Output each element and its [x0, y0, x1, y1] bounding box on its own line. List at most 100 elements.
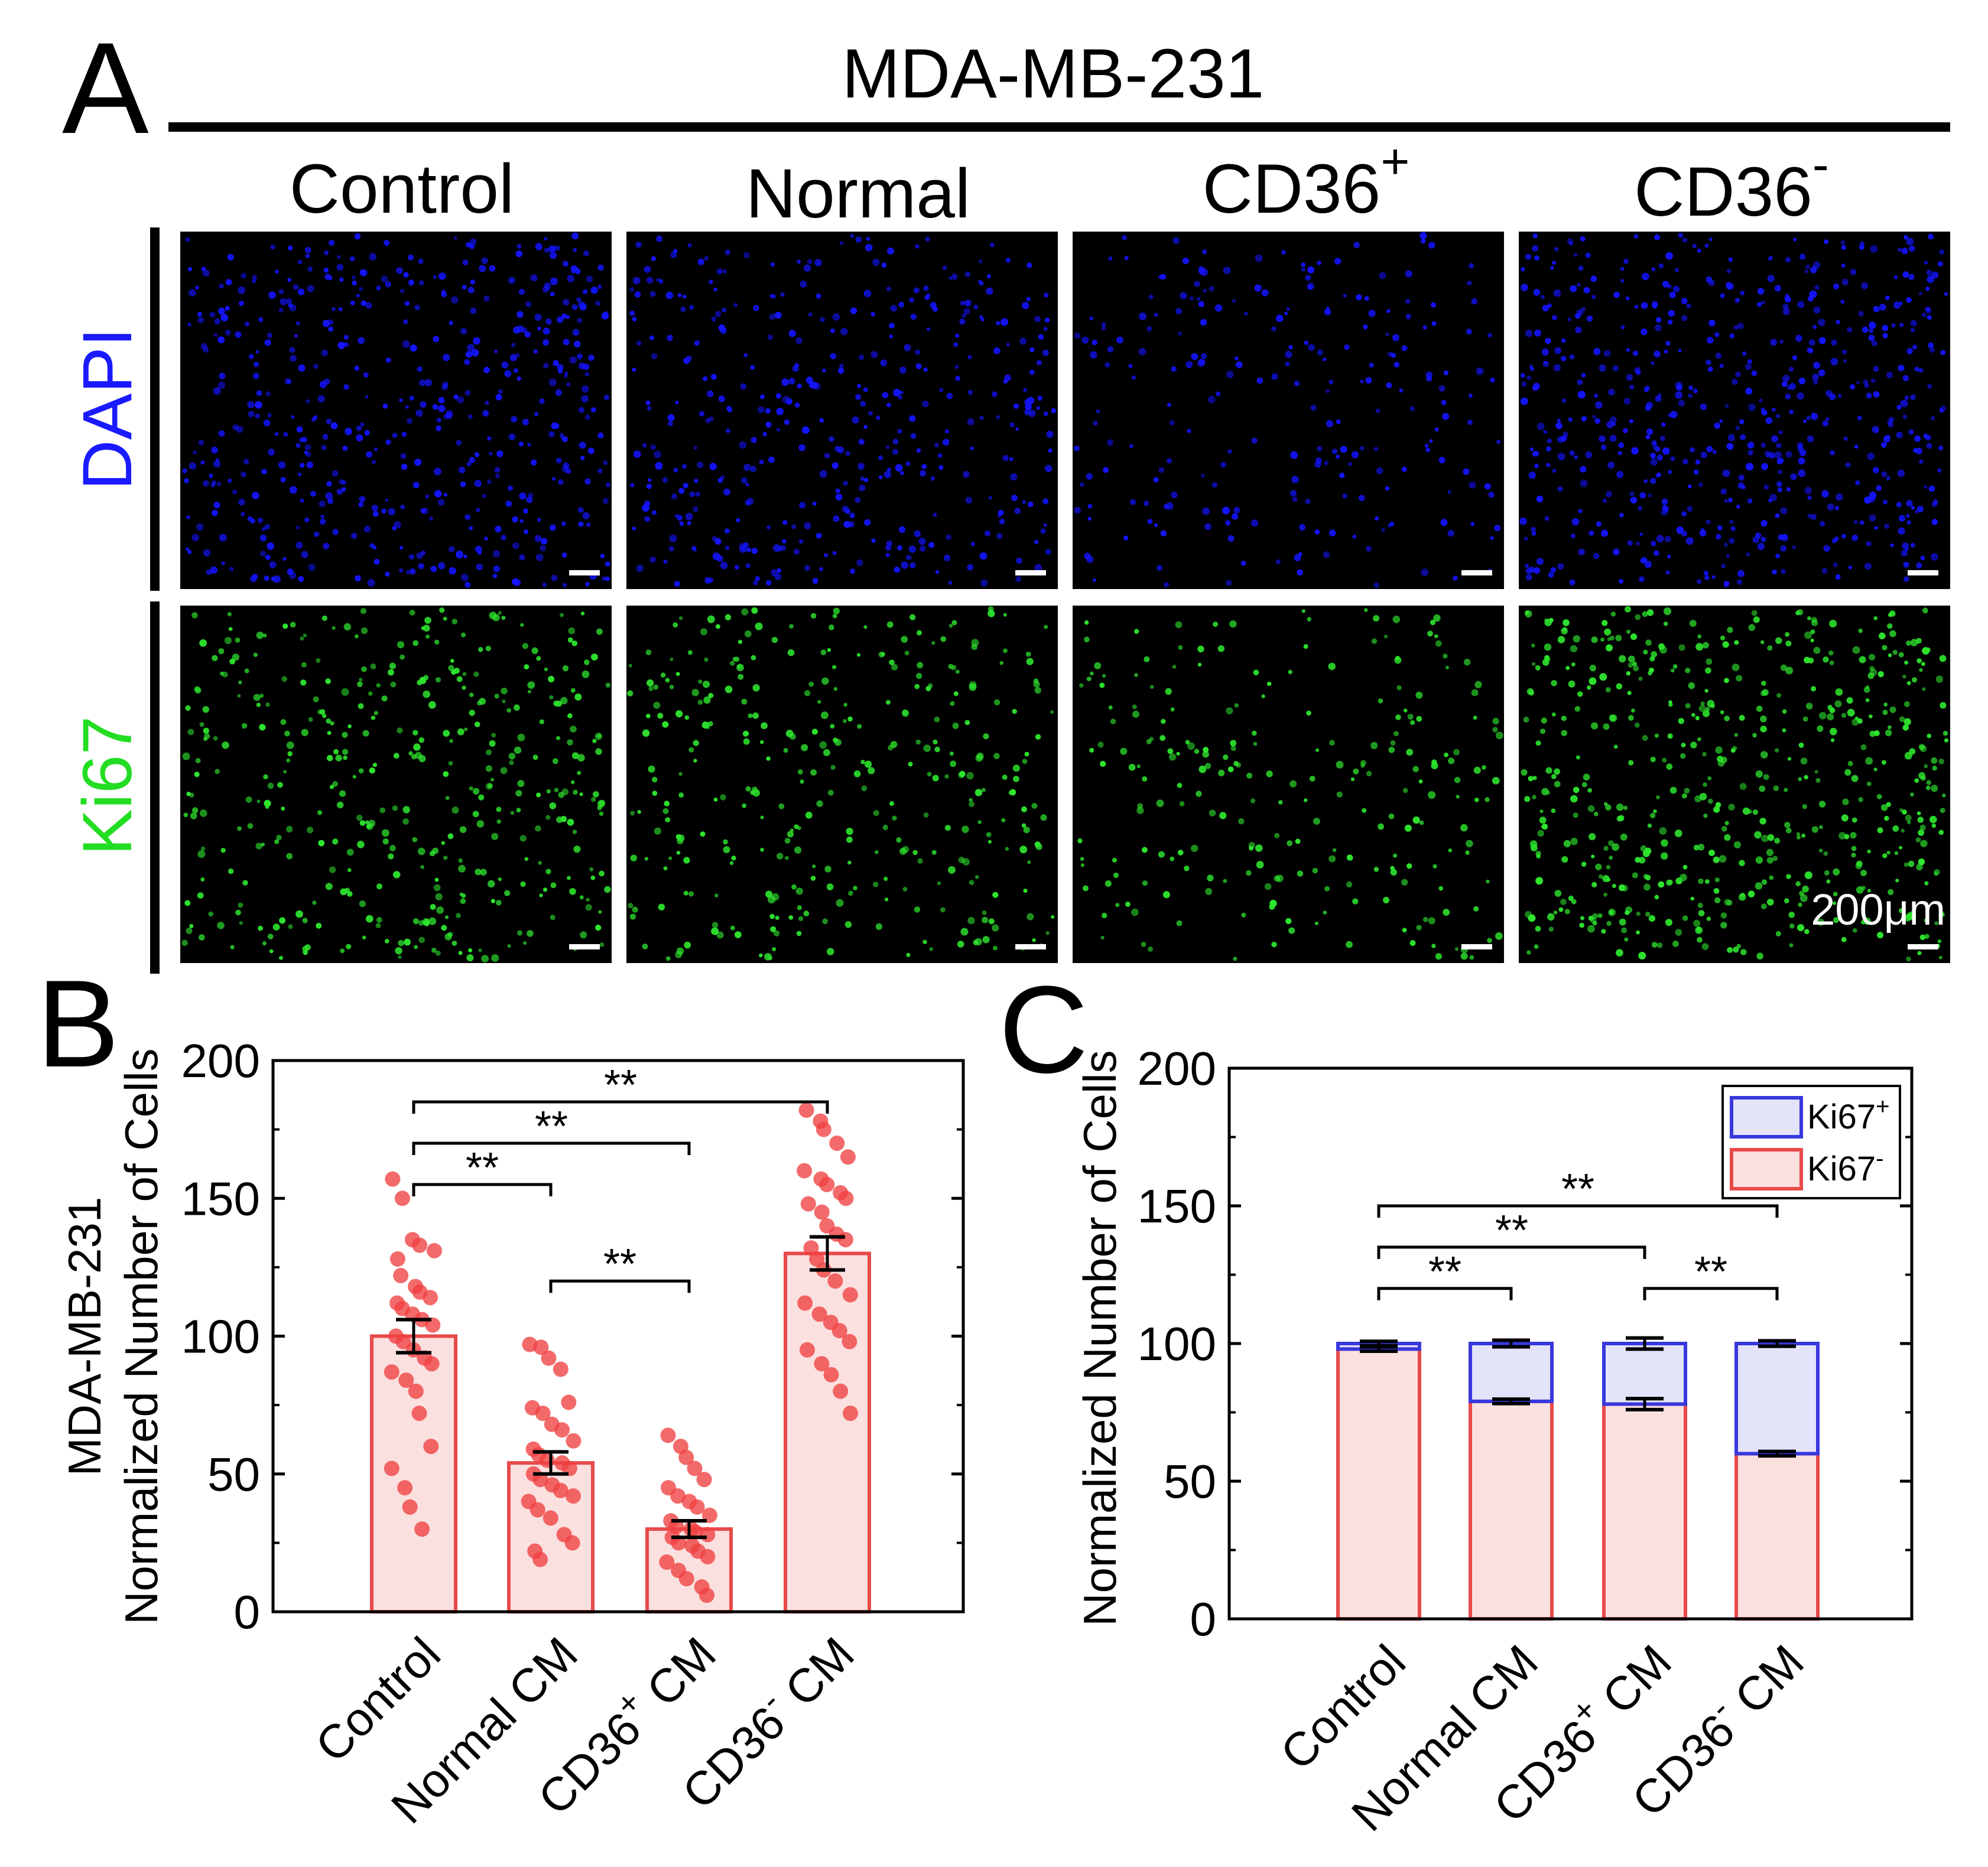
significance-label: ** — [1694, 1248, 1727, 1296]
bar-segment-ki67-minus — [1469, 1399, 1554, 1621]
data-point — [395, 1333, 411, 1349]
data-point — [687, 1461, 703, 1476]
scale-bar — [1015, 570, 1046, 575]
legend-swatch — [1730, 1148, 1803, 1191]
significance-label: ** — [535, 1103, 568, 1150]
data-point — [414, 1521, 430, 1537]
bar — [370, 1334, 457, 1614]
significance-label: ** — [1428, 1248, 1461, 1296]
significance-label: ** — [604, 1062, 637, 1109]
data-point — [797, 1295, 813, 1311]
data-point — [412, 1237, 428, 1253]
data-point — [829, 1136, 845, 1151]
data-point — [408, 1383, 424, 1399]
data-point — [842, 1287, 858, 1303]
legend-label: Ki67+ — [1807, 1094, 1889, 1136]
significance-label: ** — [1495, 1207, 1528, 1254]
data-point — [699, 1588, 714, 1603]
data-point — [660, 1427, 676, 1443]
data-point — [566, 1488, 581, 1504]
scale-bar — [1461, 944, 1492, 949]
data-point — [700, 1549, 716, 1564]
data-point — [541, 1350, 557, 1366]
data-point — [554, 1422, 570, 1438]
data-point — [837, 1232, 853, 1248]
data-point — [678, 1571, 694, 1586]
data-point — [398, 1372, 414, 1388]
micrograph-dapi-1 — [180, 232, 612, 589]
data-point — [800, 1196, 816, 1212]
significance-bracket — [1377, 1204, 1779, 1218]
bar-segment-ki67-minus — [1602, 1402, 1687, 1621]
data-point — [543, 1510, 558, 1526]
micrograph-ki67-1 — [180, 606, 612, 963]
micrograph-ki67-3 — [1073, 606, 1504, 963]
data-point — [423, 1439, 439, 1455]
micrograph-ki67-2 — [626, 606, 1058, 963]
data-point — [831, 1323, 847, 1339]
data-point — [530, 1502, 545, 1518]
significance-bracket — [1643, 1287, 1779, 1300]
scale-bar — [1908, 944, 1938, 949]
y-tick-label: 150 — [1138, 1180, 1216, 1232]
significance-bracket — [412, 1141, 691, 1155]
scale-bar — [569, 944, 600, 949]
y-axis-label: Normalized Number of Cells — [1074, 1050, 1126, 1626]
data-point — [566, 1433, 582, 1449]
data-point — [561, 1394, 577, 1410]
significance-bracket — [412, 1183, 553, 1196]
panel-b: B 0 50 100 150 200 ** ** ** ** MDA-MB-231 Normaliz… — [37, 954, 965, 1833]
row-label-dapi: DAPI — [69, 327, 147, 490]
data-point — [427, 1243, 442, 1258]
data-point — [814, 1204, 830, 1220]
column-header-cd36-plus: CD36+ — [1203, 134, 1410, 228]
scale-bar — [1461, 570, 1492, 575]
y-tick-label: 100 — [1138, 1318, 1216, 1370]
data-point — [659, 1554, 675, 1570]
significance-bracket — [412, 1100, 829, 1114]
panel-a-letter: A — [62, 15, 149, 161]
y-tick-label: 150 — [181, 1172, 260, 1225]
data-point — [797, 1163, 813, 1179]
data-point — [816, 1121, 831, 1137]
bar — [784, 1251, 871, 1614]
data-point — [424, 1356, 440, 1372]
data-point — [823, 1367, 839, 1383]
significance-label: ** — [603, 1241, 636, 1288]
legend: Ki67+ Ki67- — [1721, 1085, 1901, 1199]
data-point — [700, 1527, 716, 1543]
data-point — [385, 1171, 401, 1187]
significance-label: ** — [466, 1144, 499, 1192]
data-point — [809, 1251, 825, 1267]
micrograph-dapi-3 — [1073, 232, 1504, 589]
data-point — [539, 1452, 555, 1468]
cell-line-title: MDA-MB-231 — [842, 35, 1265, 113]
data-point — [553, 1482, 569, 1498]
column-header-control: Control — [290, 150, 514, 228]
data-point — [384, 1364, 399, 1380]
data-point — [564, 1535, 580, 1551]
row-label-ki67: Ki67 — [69, 716, 147, 856]
data-point — [397, 1480, 413, 1496]
panel-a: A MDA-MB-231 Control Normal CD36+ CD36- … — [62, 15, 1950, 974]
y-tick-label: 0 — [1190, 1593, 1217, 1645]
y-tick-label: 200 — [1138, 1042, 1216, 1095]
micrograph-dapi-2 — [626, 232, 1058, 589]
data-point — [840, 1149, 856, 1165]
data-point — [535, 1406, 551, 1422]
micrograph-dapi-4 — [1519, 232, 1950, 589]
column-header-normal: Normal — [746, 155, 970, 233]
micrograph-ki67-4 — [1519, 606, 1950, 963]
data-point — [394, 1191, 410, 1206]
bar-segment-ki67-plus — [1734, 1342, 1820, 1456]
data-point — [411, 1406, 427, 1422]
legend-swatch — [1730, 1096, 1803, 1139]
data-point — [800, 1342, 815, 1358]
data-point — [553, 1361, 569, 1377]
data-point — [833, 1383, 849, 1399]
data-point — [827, 1273, 843, 1289]
legend-label: Ki67- — [1807, 1146, 1883, 1188]
data-point — [393, 1267, 409, 1283]
row-bar-dapi — [150, 227, 160, 591]
